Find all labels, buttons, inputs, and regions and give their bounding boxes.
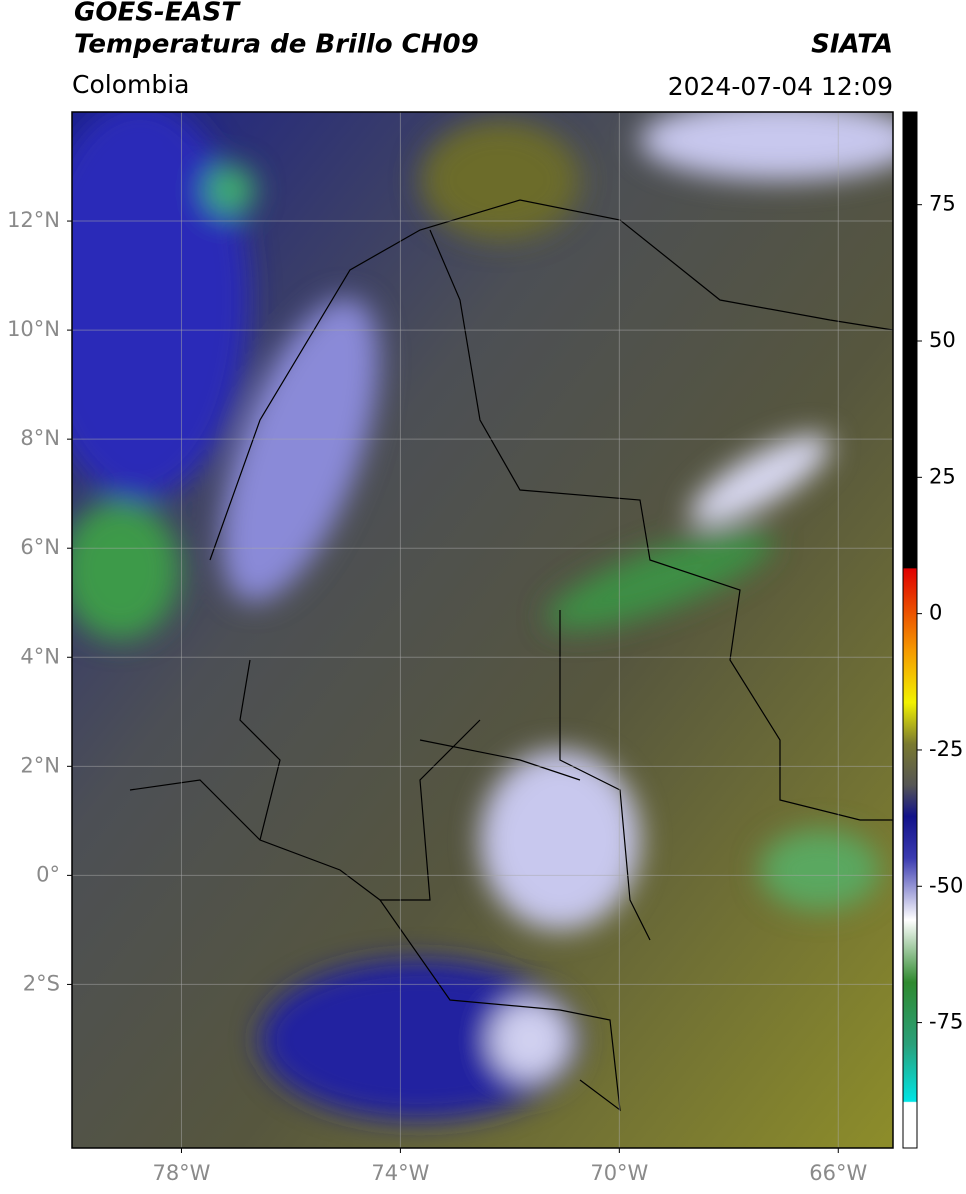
- colorbar-tick-label: -25: [929, 737, 963, 761]
- datetime: 2024-07-04 12:09: [668, 72, 893, 101]
- colorbar-tick-label: 75: [929, 192, 956, 216]
- lat-tick-label: 4°N: [20, 644, 60, 668]
- lat-tick-label: 2°N: [20, 753, 60, 777]
- source: SIATA: [811, 30, 893, 60]
- lat-tick-label: 6°N: [20, 535, 60, 559]
- lat-tick-label: 12°N: [7, 208, 60, 232]
- colorbar-tick-label: -50: [929, 873, 963, 897]
- lon-tick-label: 66°W: [809, 1161, 867, 1185]
- lat-tick-label: 8°N: [20, 426, 60, 450]
- map-frame: [71, 111, 894, 1149]
- colorbar-tick-label: 50: [929, 328, 956, 352]
- lon-tick-label: 78°W: [152, 1161, 210, 1185]
- lon-tick-label: 70°W: [590, 1161, 648, 1185]
- colorbar-tick-label: 0: [929, 601, 942, 625]
- satellite-image: [72, 112, 893, 1148]
- lon-tick-label: 74°W: [371, 1161, 429, 1185]
- region: Colombia: [72, 70, 189, 99]
- lat-tick-label: 10°N: [7, 317, 60, 341]
- lat-tick-label: 2°S: [23, 971, 60, 995]
- title: GOES-EAST: [74, 0, 241, 28]
- colorbar-tick-label: -75: [929, 1010, 963, 1034]
- colorbar-tick-label: 25: [929, 464, 956, 488]
- colorbar: [902, 111, 918, 1149]
- lat-tick-label: 0°: [36, 862, 60, 886]
- subtitle: Temperatura de Brillo CH09: [74, 30, 479, 60]
